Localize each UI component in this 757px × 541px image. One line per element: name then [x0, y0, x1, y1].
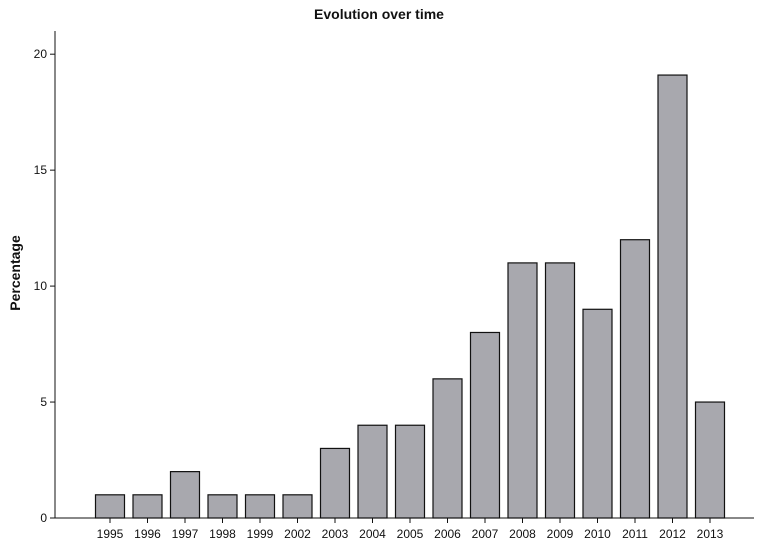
- bar-1999: [244, 494, 276, 519]
- bar-2003: [319, 447, 351, 519]
- bar-2010: [582, 308, 613, 519]
- bar-2004: [357, 424, 388, 519]
- x-tick-label-2004: 2004: [359, 527, 386, 541]
- y-tick-label: 20: [34, 47, 48, 61]
- y-tick-label: 5: [40, 395, 47, 409]
- bar-2008: [507, 262, 538, 519]
- y-axis-label: Percentage: [7, 235, 23, 311]
- x-tick-label-2006: 2006: [434, 527, 461, 541]
- chart-title: Evolution over time: [314, 6, 444, 22]
- x-tick-label-2012: 2012: [659, 527, 686, 541]
- y-tick-label: 10: [34, 279, 48, 293]
- bar-1996: [132, 494, 163, 519]
- bar-2005: [394, 424, 426, 519]
- plot-area: 0 5 10 15 20 1995 1996 1997 1998 1999 2002 2003 200…: [34, 31, 754, 541]
- x-tick-label-2005: 2005: [397, 527, 424, 541]
- bar-1998: [207, 494, 238, 519]
- x-tick-label-1999: 1999: [247, 527, 274, 541]
- bar-2011: [619, 239, 651, 519]
- bar-2013: [694, 401, 726, 519]
- bar-1997: [169, 471, 201, 519]
- x-tick-label-2013: 2013: [697, 527, 724, 541]
- x-tick-label-1996: 1996: [134, 527, 161, 541]
- bar-1995: [94, 494, 126, 519]
- bar-2009: [544, 262, 576, 519]
- x-tick-label-1995: 1995: [97, 527, 124, 541]
- x-tick-label-1998: 1998: [209, 527, 236, 541]
- bar-2002: [282, 494, 313, 519]
- x-tick-label-2009: 2009: [547, 527, 574, 541]
- x-ticks: 1995 1996 1997 1998 1999 2002 2003 2004 2005 2006…: [97, 518, 724, 541]
- y-tick-label: 0: [40, 511, 47, 525]
- x-tick-label-2007: 2007: [472, 527, 499, 541]
- y-ticks: 0 5 10 15 20: [34, 47, 55, 525]
- x-tick-label-1997: 1997: [172, 527, 199, 541]
- x-tick-label-2011: 2011: [622, 527, 648, 541]
- x-tick-label-2008: 2008: [509, 527, 536, 541]
- x-tick-label-2003: 2003: [322, 527, 349, 541]
- bars: [94, 74, 726, 519]
- bar-2012: [657, 74, 688, 519]
- bar-2006: [432, 378, 463, 519]
- bar-2007: [469, 331, 501, 519]
- y-tick-label: 15: [34, 163, 48, 177]
- x-tick-label-2010: 2010: [584, 527, 611, 541]
- x-tick-label-2002: 2002: [284, 527, 311, 541]
